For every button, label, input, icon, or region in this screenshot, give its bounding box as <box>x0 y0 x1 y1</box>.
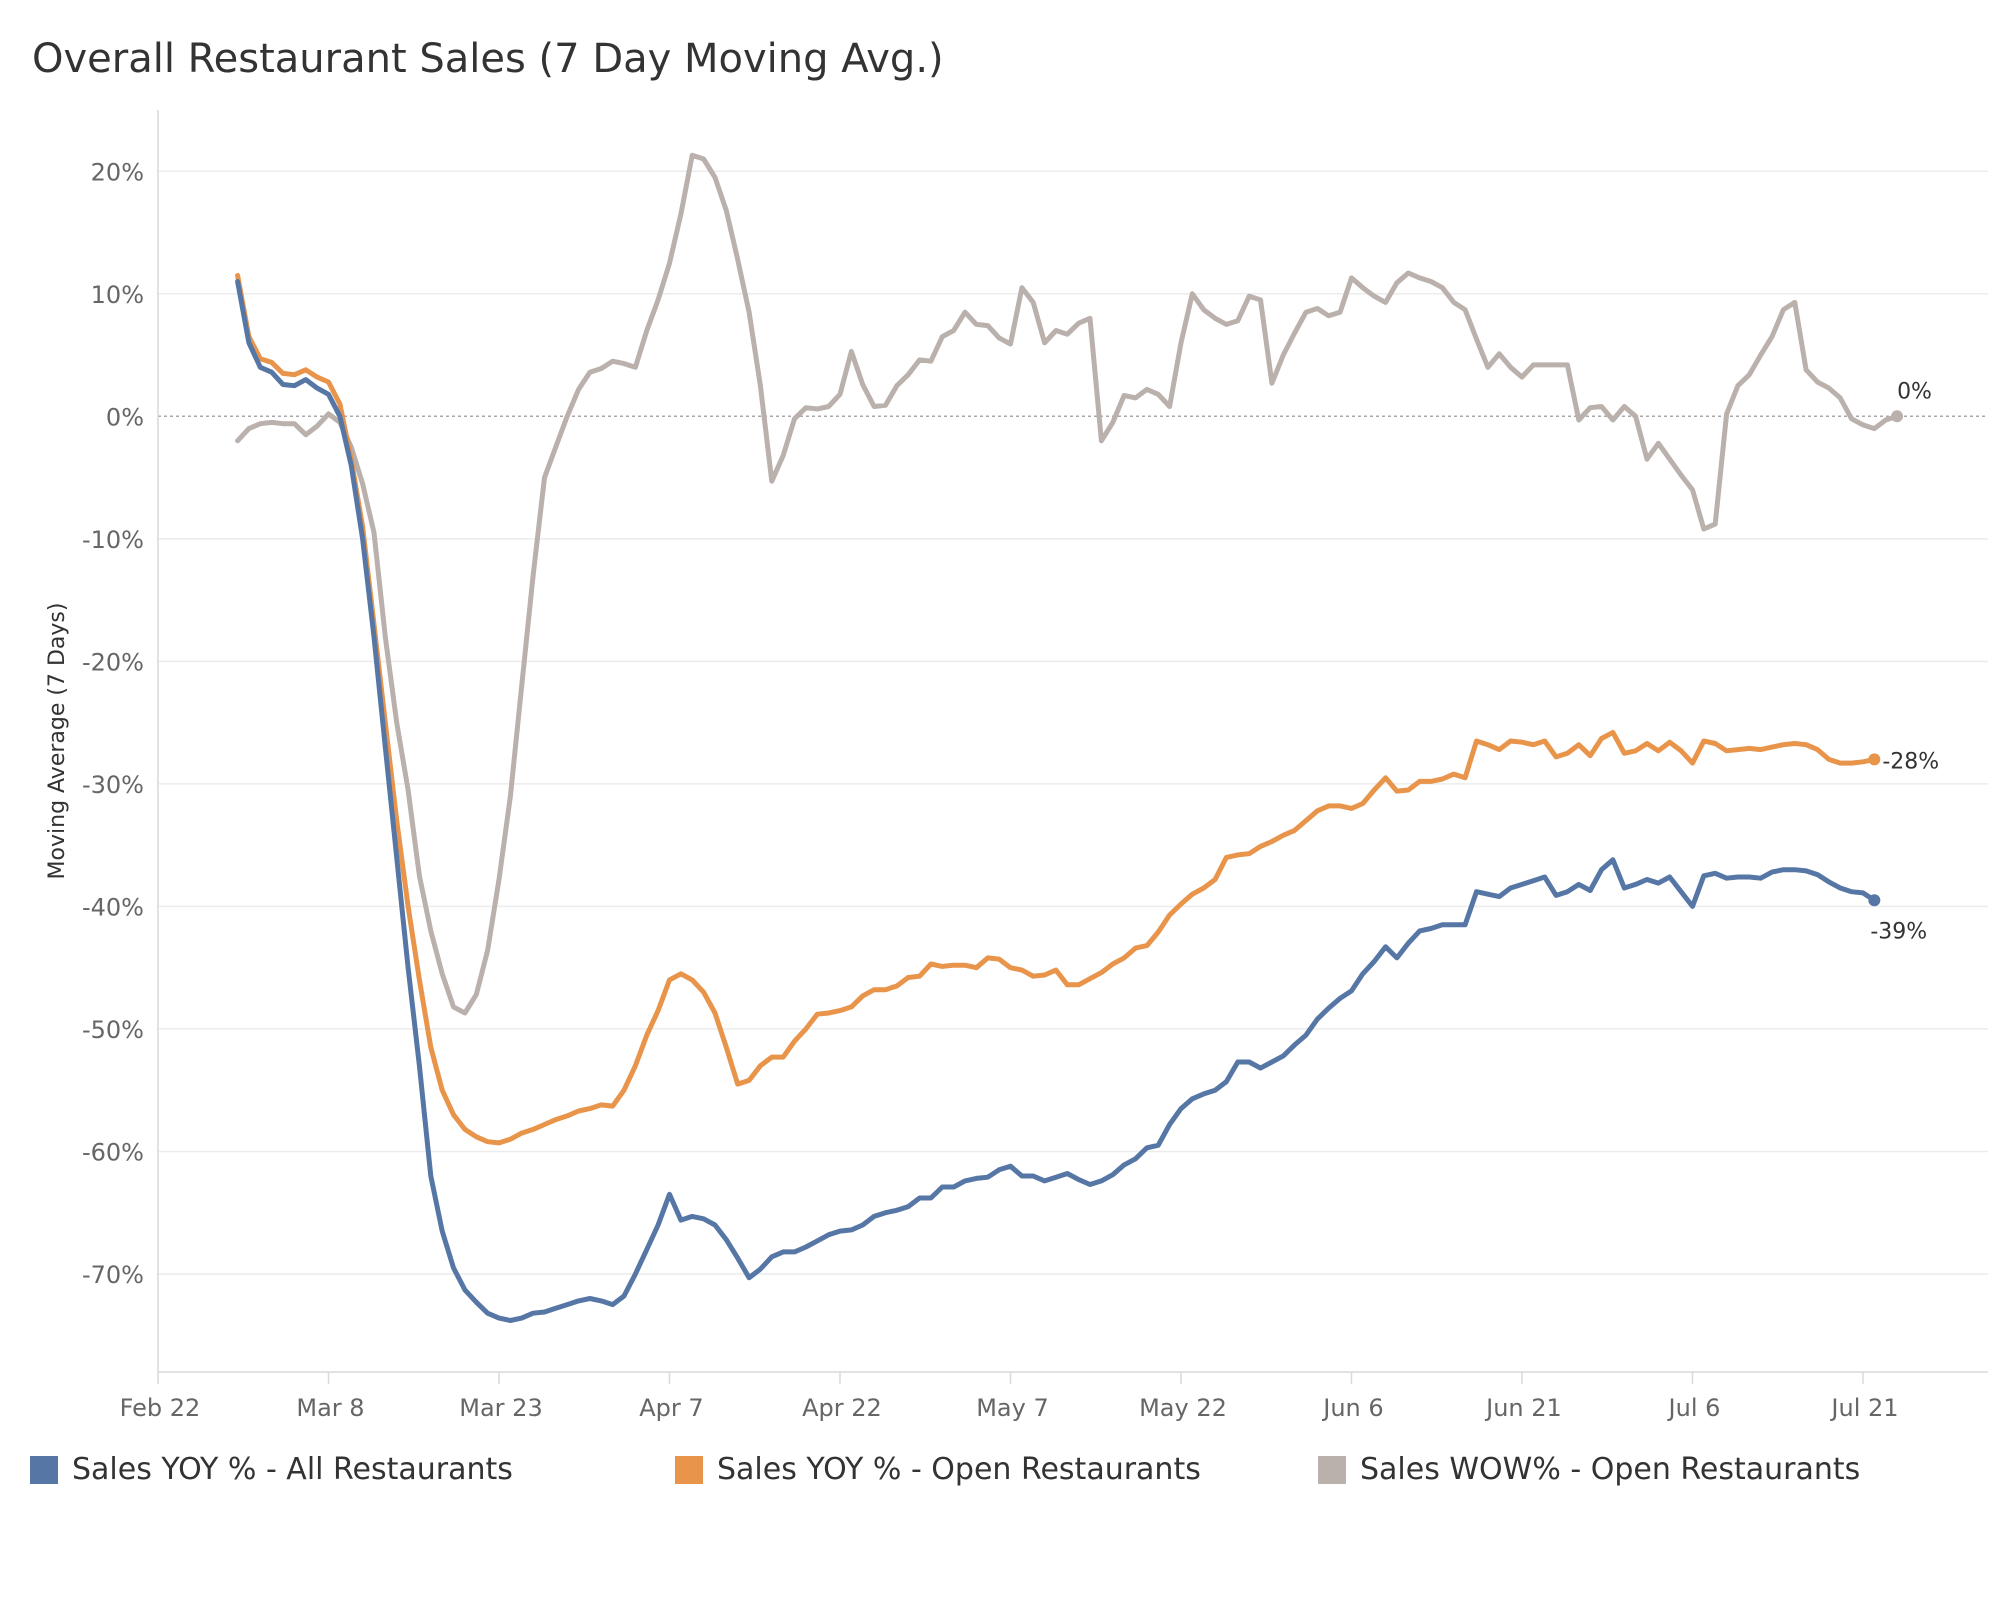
end-label-all-restaurants: -39% <box>1870 919 1927 944</box>
end-labels: -39% -28% 0% <box>1870 379 1939 944</box>
y-tick-label: -50% <box>82 1016 144 1044</box>
legend-swatch-all-restaurants <box>30 1455 58 1484</box>
legend-label-all-restaurants: Sales YOY % - All Restaurants <box>72 1452 513 1487</box>
legend-label-open-restaurants-yoy: Sales YOY % - Open Restaurants <box>717 1452 1201 1487</box>
legend-label-open-restaurants-wow: Sales WOW% - Open Restaurants <box>1360 1452 1861 1487</box>
end-label-open-restaurants-yoy: -28% <box>1882 749 1939 774</box>
y-tick-label: -60% <box>82 1138 144 1166</box>
series-line-all-restaurants <box>235 279 1877 1323</box>
y-axis-title: Moving Average (7 Days) <box>45 603 70 880</box>
x-tick-label: Mar 23 <box>459 1394 542 1422</box>
x-tick-label: Apr 22 <box>802 1394 882 1422</box>
x-tick-label: Feb 22 <box>120 1394 201 1422</box>
axes: 20% 10% 0% -10% -20% -30% -40% -50% -60% -70% Feb … <box>45 110 1988 1422</box>
legend-item-all-restaurants: Sales YOY % - All Restaurants <box>30 1452 513 1487</box>
series-end-point-open-restaurants-wow <box>1891 410 1904 423</box>
x-tick-label: Mar 8 <box>296 1394 364 1422</box>
series-line-open-restaurants-wow <box>235 152 1900 1016</box>
chart-title: Overall Restaurant Sales (7 Day Moving A… <box>32 36 944 82</box>
legend: Sales YOY % - All Restaurants Sales YOY … <box>30 1452 1970 1502</box>
y-tick-label: -70% <box>82 1261 144 1289</box>
series-line-open-restaurants-yoy <box>235 272 1877 1146</box>
x-tick-label: May 22 <box>1139 1394 1227 1422</box>
x-tick-label: Jul 6 <box>1667 1394 1721 1422</box>
y-tick-label: 0% <box>106 403 144 431</box>
y-tick-label: -40% <box>82 893 144 921</box>
y-tick-label: -10% <box>82 526 144 554</box>
legend-item-open-restaurants-wow: Sales WOW% - Open Restaurants <box>1318 1452 1860 1487</box>
plot-area <box>235 152 1904 1323</box>
y-tick-label: -20% <box>82 648 144 676</box>
x-tick-label: Jun 21 <box>1484 1394 1562 1422</box>
y-tick-label: -30% <box>82 771 144 799</box>
legend-swatch-open-restaurants-wow <box>1318 1455 1346 1484</box>
series-end-point-open-restaurants-yoy <box>1868 753 1881 766</box>
y-tick-label: 20% <box>91 158 144 186</box>
legend-item-open-restaurants-yoy: Sales YOY % - Open Restaurants <box>675 1452 1201 1487</box>
series-end-point-all-restaurants <box>1868 894 1881 907</box>
gridlines <box>158 170 1988 1275</box>
legend-swatch-open-restaurants-yoy <box>675 1455 703 1484</box>
end-label-open-restaurants-wow: 0% <box>1897 379 1932 404</box>
x-tick-label: Jun 6 <box>1321 1394 1383 1422</box>
x-tick-label: Jul 21 <box>1829 1394 1898 1422</box>
x-tick-label: Apr 7 <box>639 1394 703 1422</box>
y-tick-label: 10% <box>91 281 144 309</box>
x-tick-label: May 7 <box>976 1394 1049 1422</box>
